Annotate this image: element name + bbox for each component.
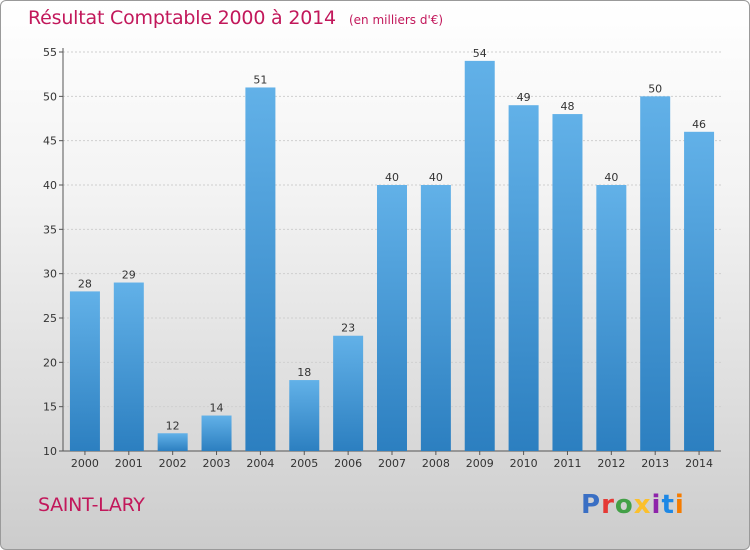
bar-2002 <box>157 433 188 451</box>
logo-letter: i <box>674 490 685 520</box>
chart-title: Résultat Comptable 2000 à 2014 <box>28 7 336 29</box>
x-tick-label-2008: 2008 <box>422 457 450 470</box>
unit-label: (en milliers d'€) <box>348 13 444 27</box>
x-tick-label-2013: 2013 <box>641 457 669 470</box>
bar-2005 <box>289 380 320 451</box>
proxiti-logo[interactable]: Proxiti <box>581 490 685 520</box>
y-tick-label: 20 <box>43 356 57 369</box>
x-tick-label-2007: 2007 <box>378 457 406 470</box>
bar-2009 <box>464 60 495 451</box>
logo-letter: r <box>601 490 615 520</box>
value-label-2010: 49 <box>517 91 531 104</box>
y-tick-label: 55 <box>43 46 57 59</box>
x-tick-label-2004: 2004 <box>246 457 274 470</box>
bar-2000 <box>69 291 100 451</box>
logo-letter: t <box>661 490 675 520</box>
value-label-2014: 46 <box>692 118 706 131</box>
y-tick-label: 50 <box>43 90 57 103</box>
logo-letter: x <box>633 490 652 520</box>
y-tick-label: 30 <box>43 268 57 281</box>
bar-2013 <box>640 96 671 451</box>
value-label-2011: 48 <box>560 100 574 113</box>
value-label-2013: 50 <box>648 82 662 95</box>
x-tick-label-2009: 2009 <box>466 457 494 470</box>
x-tick-label-2014: 2014 <box>685 457 713 470</box>
bar-2011 <box>552 114 583 452</box>
value-label-2012: 40 <box>604 171 618 184</box>
value-label-2005: 18 <box>297 366 311 379</box>
y-tick-label: 10 <box>43 445 57 458</box>
logo-letter: i <box>651 490 662 520</box>
value-label-2000: 28 <box>78 277 92 290</box>
value-label-2009: 54 <box>473 47 487 60</box>
logo-letter: P <box>581 490 602 520</box>
value-label-2007: 40 <box>385 171 399 184</box>
x-tick-label-2011: 2011 <box>553 457 581 470</box>
x-tick-label-2005: 2005 <box>290 457 318 470</box>
bar-2008 <box>420 185 451 451</box>
title-row: Résultat Comptable 2000 à 2014 (en milli… <box>28 7 443 29</box>
y-tick-label: 25 <box>43 312 57 325</box>
value-label-2004: 51 <box>253 73 267 86</box>
x-tick-label-2002: 2002 <box>159 457 187 470</box>
value-label-2002: 12 <box>166 419 180 432</box>
bar-2010 <box>508 105 539 451</box>
x-tick-label-2001: 2001 <box>115 457 143 470</box>
x-tick-label-2003: 2003 <box>203 457 231 470</box>
x-tick-label-2006: 2006 <box>334 457 362 470</box>
bar-2001 <box>113 282 144 451</box>
x-tick-label-2000: 2000 <box>71 457 99 470</box>
value-label-2006: 23 <box>341 322 355 335</box>
bar-2014 <box>684 131 715 452</box>
y-tick-label: 15 <box>43 401 57 414</box>
y-tick-label: 45 <box>43 135 57 148</box>
logo-letter: o <box>614 490 634 520</box>
bar-2012 <box>596 185 627 451</box>
x-tick-label-2012: 2012 <box>597 457 625 470</box>
y-tick-label: 40 <box>43 179 57 192</box>
bar-2006 <box>333 335 364 451</box>
commune-name: SAINT-LARY <box>38 494 145 516</box>
bar-2004 <box>245 87 276 451</box>
value-label-2008: 40 <box>429 171 443 184</box>
y-tick-label: 35 <box>43 223 57 236</box>
bar-2003 <box>201 415 232 451</box>
value-label-2003: 14 <box>210 402 224 415</box>
x-tick-label-2010: 2010 <box>510 457 538 470</box>
bar-2007 <box>377 185 407 451</box>
value-label-2001: 29 <box>122 269 136 282</box>
